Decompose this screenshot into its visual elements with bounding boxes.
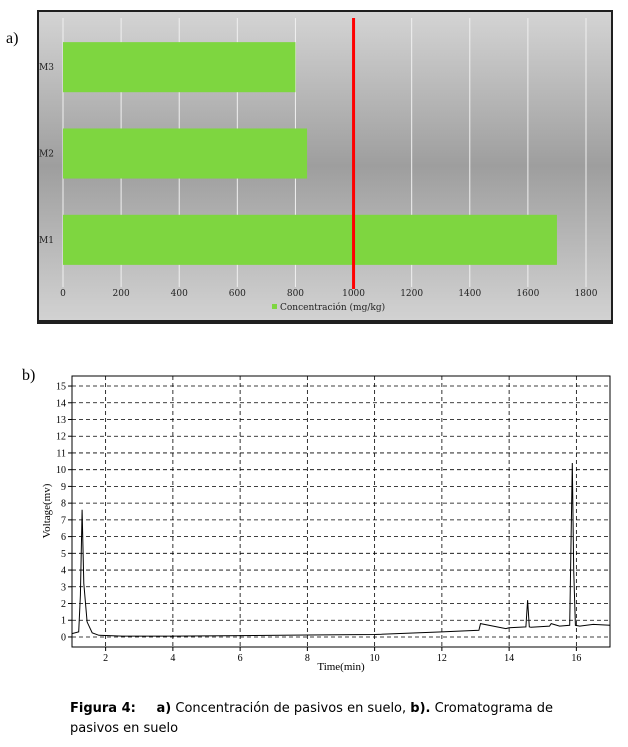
chart-b-y-tick-label: 1 xyxy=(61,616,66,627)
chart-a-category-label: M3 xyxy=(39,63,54,73)
chart-a-x-tick-label: 600 xyxy=(229,289,246,299)
chart-b-x-ticks: 2 4 6 8 10 12 14 16 xyxy=(103,647,581,664)
chart-a-x-ticks: 0 200 400 600 800 1000 1200 1400 1600 1800 xyxy=(60,289,598,299)
chart-b-x-tick-label: 8 xyxy=(305,653,310,664)
bar-m3 xyxy=(63,42,296,93)
chart-b-x-tick-label: 2 xyxy=(103,653,108,664)
chart-a-x-tick-label: 200 xyxy=(113,289,130,299)
chart-b-y-tick-label: 15 xyxy=(56,382,66,393)
chart-a-x-tick-label: 1600 xyxy=(516,289,539,299)
concentration-bar-chart: M3 M2 M1 0 200 400 600 800 1000 1200 1400 1600 1800… xyxy=(37,10,613,324)
chart-b-y-tick-label: 6 xyxy=(61,532,66,543)
panel-label-b: b) xyxy=(22,367,36,384)
chart-b-x-tick-label: 12 xyxy=(437,653,447,664)
caption-part-b-label: b). xyxy=(410,701,431,716)
chart-a-category-label: M1 xyxy=(39,236,54,246)
chart-b-x-tick-label: 6 xyxy=(238,653,243,664)
chart-b-x-axis-title: Time(min) xyxy=(317,661,365,673)
chart-a-x-tick-label: 1400 xyxy=(458,289,481,299)
caption-part-a-text: Concentración de pasivos en suelo, xyxy=(171,701,411,716)
chart-b-x-tick-label: 10 xyxy=(370,653,380,664)
bar-m2 xyxy=(63,128,308,179)
chart-b-y-tick-label: 5 xyxy=(61,549,66,560)
chart-b-y-tick-label: 7 xyxy=(61,515,66,526)
caption-part-b-text: Cromatograma de pasivos en suelo xyxy=(70,701,553,736)
chart-b-y-axis-title: Voltage(mv) xyxy=(41,483,53,538)
chart-b-y-tick-label: 12 xyxy=(56,432,66,443)
bar-m1 xyxy=(63,214,557,265)
chart-b-y-tick-label: 10 xyxy=(56,465,66,476)
chart-b-y-tick-label: 2 xyxy=(61,599,66,610)
chart-b-plot-border xyxy=(71,375,611,648)
chart-b-y-tick-label: 0 xyxy=(61,632,66,643)
caption-figure-label: Figura 4: xyxy=(70,701,136,716)
chart-a-bars xyxy=(63,42,557,265)
chart-b-y-tick-label: 4 xyxy=(61,566,66,577)
chart-a-x-tick-label: 800 xyxy=(287,289,304,299)
chart-b-grid xyxy=(72,376,610,647)
caption-part-a-label: a) xyxy=(156,701,172,716)
legend-swatch xyxy=(272,304,277,309)
chart-b-y-tick-label: 14 xyxy=(56,398,66,409)
chart-a-category-labels: M3 M2 M1 xyxy=(39,63,54,246)
figure-caption: Figura 4: a) Concentración de pasivos en… xyxy=(70,699,590,739)
chart-a-x-tick-label: 0 xyxy=(60,289,66,299)
chart-b-x-tick-label: 4 xyxy=(170,653,175,664)
chart-a-x-tick-label: 400 xyxy=(171,289,188,299)
chart-b-y-tick-label: 11 xyxy=(56,448,66,459)
chart-a-x-tick-label: 1800 xyxy=(575,289,598,299)
chromatogram-trace xyxy=(71,462,611,637)
chart-b-y-tick-label: 8 xyxy=(61,499,66,510)
chart-b-x-tick-label: 16 xyxy=(571,653,581,664)
chart-a-legend: Concentración (mg/kg) xyxy=(272,302,385,313)
panel-label-a: a) xyxy=(6,30,19,47)
chart-b-x-tick-label: 14 xyxy=(504,653,514,664)
legend-label: Concentración (mg/kg) xyxy=(280,302,385,313)
chart-b-y-tick-label: 13 xyxy=(56,415,66,426)
chart-a-x-tick-label: 1200 xyxy=(400,289,423,299)
chart-a-x-tick-label: 1000 xyxy=(342,289,365,299)
chart-a-category-label: M2 xyxy=(39,150,54,160)
chart-b-y-tick-label: 9 xyxy=(61,482,66,493)
chart-b-y-tick-label: 3 xyxy=(61,582,66,593)
